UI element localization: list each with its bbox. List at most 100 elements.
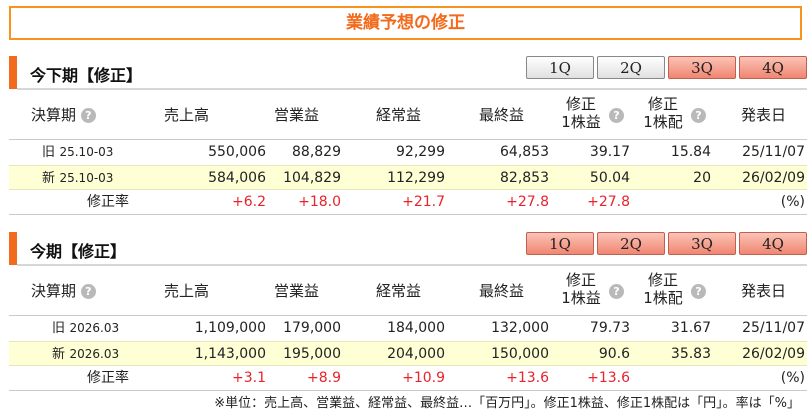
row-tag: 新 <box>52 347 66 362</box>
rate-label: 修正率 <box>87 370 129 386</box>
rate-ordinary: +21.7 <box>402 194 445 210</box>
tab-4q[interactable]: 4Q <box>739 232 807 255</box>
header-sales: 売上高 <box>163 282 209 300</box>
rate-ordinary: +10.9 <box>402 370 445 386</box>
cell-eps: 79.73 <box>589 320 630 336</box>
cell-ordinary: 92,299 <box>396 144 445 160</box>
help-icon[interactable]: ? <box>80 108 96 123</box>
header-ordinary: 経常益 <box>375 282 421 300</box>
section-title: 今下期【修正】 <box>30 66 143 85</box>
row-period: 2026.03 <box>69 347 120 361</box>
header-div-bottom: 1株配 <box>643 113 683 131</box>
header-date: 発表日 <box>740 106 786 124</box>
header-net: 最終益 <box>478 282 524 300</box>
unit-footnote: ※単位：売上高、営業益、経常益、最終益…「百万円」。修正1株益、修正1株配は「円… <box>214 396 800 411</box>
help-icon[interactable]: ? <box>691 284 706 299</box>
cell-div: 20 <box>693 170 711 186</box>
section-divider <box>17 88 807 90</box>
header-div-top: 修正 <box>647 95 678 113</box>
cell-sales: 584,006 <box>208 170 266 186</box>
row-period: 25.10-03 <box>59 145 114 159</box>
cell-date: 25/11/07 <box>742 320 805 336</box>
rate-label: 修正率 <box>87 194 129 210</box>
cell-op: 88,829 <box>292 144 341 160</box>
row-label: 新 25.10-03 <box>42 166 113 191</box>
section-half-year: 今下期【修正】 1Q 2Q 3Q 4Q 決算期 ? 売上高 営業益 経常益 最終… <box>0 54 807 215</box>
cell-ordinary: 112,299 <box>387 170 445 186</box>
row-tag: 旧 <box>42 145 56 160</box>
tab-1q[interactable]: 1Q <box>526 232 594 255</box>
rate-op: +18.0 <box>298 194 341 210</box>
header-div: 修正 1株配 <box>639 95 687 131</box>
header-period-label: 決算期 <box>31 282 77 300</box>
quarter-tabs: 1Q 2Q 3Q 4Q <box>526 56 807 79</box>
cell-eps: 90.6 <box>598 346 630 362</box>
rate-unit: (%) <box>780 194 805 210</box>
rate-eps: +27.8 <box>587 194 630 210</box>
row-label: 旧 25.10-03 <box>42 140 113 165</box>
row-label: 旧 2026.03 <box>52 316 119 341</box>
cell-ordinary: 184,000 <box>387 320 445 336</box>
forecast-table: 決算期 ? 売上高 営業益 経常益 最終益 修正 1株益 ? 修正 1株配 ? … <box>9 266 807 391</box>
cell-sales: 1,143,000 <box>194 346 266 362</box>
header-ordinary: 経常益 <box>375 106 421 124</box>
tab-3q[interactable]: 3Q <box>668 56 736 79</box>
tab-2q[interactable]: 2Q <box>597 232 665 255</box>
table-row-rate: 修正率 +3.1 +8.9 +10.9 +13.6 +13.6 (%) <box>9 366 807 391</box>
header-period-label: 決算期 <box>31 106 77 124</box>
tab-1q[interactable]: 1Q <box>526 56 594 79</box>
cell-net: 82,853 <box>500 170 549 186</box>
section-divider <box>17 264 807 266</box>
cell-eps: 50.04 <box>589 170 630 186</box>
section-title: 今期【修正】 <box>30 242 127 261</box>
table-row-old: 旧 2026.03 1,109,000 179,000 184,000 132,… <box>9 316 807 341</box>
cell-net: 150,000 <box>491 346 549 362</box>
header-op: 営業益 <box>273 106 319 124</box>
page-title: 業績予想の修正 <box>9 6 802 40</box>
section-accent-bar <box>9 56 17 89</box>
header-eps-top: 修正 <box>565 271 596 289</box>
header-eps-bottom: 1株益 <box>561 113 601 131</box>
cell-date: 26/02/09 <box>742 170 805 186</box>
forecast-table: 決算期 ? 売上高 営業益 経常益 最終益 修正 1株益 ? 修正 1株配 ? … <box>9 90 807 215</box>
row-label: 新 2026.03 <box>52 342 119 367</box>
help-icon[interactable]: ? <box>691 108 706 123</box>
table-header: 決算期 ? 売上高 営業益 経常益 最終益 修正 1株益 ? 修正 1株配 ? … <box>9 90 807 140</box>
cell-date: 26/02/09 <box>742 346 805 362</box>
rate-sales: +3.1 <box>232 370 266 386</box>
cell-op: 195,000 <box>283 346 341 362</box>
cell-sales: 550,006 <box>208 144 266 160</box>
header-date: 発表日 <box>740 282 786 300</box>
header-net: 最終益 <box>478 106 524 124</box>
section-full-year: 今期【修正】 1Q 2Q 3Q 4Q 決算期 ? 売上高 営業益 経常益 最終益… <box>0 230 807 391</box>
quarter-tabs: 1Q 2Q 3Q 4Q <box>526 232 807 255</box>
rate-sales: +6.2 <box>232 194 266 210</box>
header-div-top: 修正 <box>647 271 678 289</box>
header-eps-top: 修正 <box>565 95 596 113</box>
row-period: 25.10-03 <box>59 171 114 185</box>
help-icon[interactable]: ? <box>609 284 624 299</box>
table-header: 決算期 ? 売上高 営業益 経常益 最終益 修正 1株益 ? 修正 1株配 ? … <box>9 266 807 316</box>
help-icon[interactable]: ? <box>609 108 624 123</box>
section-header: 今期【修正】 1Q 2Q 3Q 4Q <box>0 230 807 266</box>
cell-op: 179,000 <box>283 320 341 336</box>
tab-3q[interactable]: 3Q <box>668 232 736 255</box>
tab-2q[interactable]: 2Q <box>597 56 665 79</box>
header-period: 決算期 ? <box>31 106 96 124</box>
section-header: 今下期【修正】 1Q 2Q 3Q 4Q <box>0 54 807 90</box>
header-div: 修正 1株配 <box>639 271 687 307</box>
table-row-new: 新 2026.03 1,143,000 195,000 204,000 150,… <box>9 341 807 366</box>
rate-op: +8.9 <box>307 370 341 386</box>
cell-net: 132,000 <box>491 320 549 336</box>
section-accent-bar <box>9 232 17 265</box>
rate-net: +13.6 <box>506 370 549 386</box>
header-eps: 修正 1株益 <box>557 271 605 307</box>
cell-eps: 39.17 <box>589 144 630 160</box>
row-period: 2026.03 <box>69 321 120 335</box>
header-eps-bottom: 1株益 <box>561 289 601 307</box>
help-icon[interactable]: ? <box>80 284 96 299</box>
cell-div: 15.84 <box>670 144 711 160</box>
rate-unit: (%) <box>780 370 805 386</box>
tab-4q[interactable]: 4Q <box>739 56 807 79</box>
cell-date: 25/11/07 <box>742 144 805 160</box>
